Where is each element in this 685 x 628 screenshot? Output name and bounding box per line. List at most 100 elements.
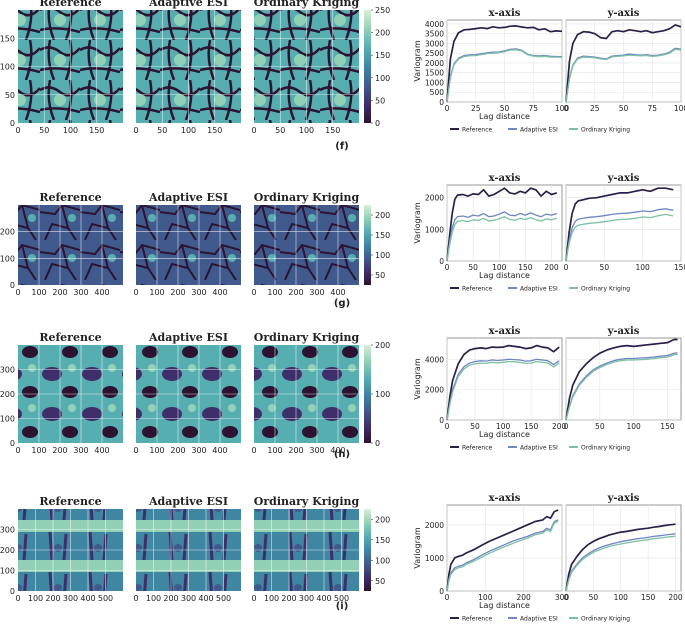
series-line-adaptive-esi bbox=[446, 519, 559, 592]
map-title: Ordinary Kriging bbox=[254, 191, 360, 204]
map-title: Reference bbox=[39, 191, 101, 204]
map-xtick-label: 0 bbox=[251, 594, 256, 603]
series-line-adaptive-esi bbox=[446, 358, 560, 421]
series-line-adaptive-esi bbox=[446, 211, 557, 262]
series-line-reference bbox=[446, 25, 563, 103]
chart-xtick-label: 0 bbox=[445, 263, 450, 272]
map-xtick-label: 0 bbox=[15, 288, 20, 297]
chart-xtick-label: 50 bbox=[595, 422, 605, 431]
map-title: Reference bbox=[39, 495, 101, 508]
chart-ytick-label: 4000 bbox=[425, 20, 444, 29]
colorbar-tick-label: 100 bbox=[375, 556, 390, 565]
chart-xtick-label: 50 bbox=[619, 104, 629, 113]
row-f: Reference 0 50 100 150 0 50 100 150 Adaptive ESI 0… bbox=[0, 0, 685, 152]
series-line-adaptive-esi bbox=[565, 208, 674, 262]
map-ytick-label: 0 bbox=[10, 587, 15, 596]
map-xtick-label: 100 bbox=[149, 288, 164, 297]
chart-frame bbox=[565, 184, 682, 262]
map-xtick-label: 100 bbox=[264, 594, 279, 603]
chart-xtick-label: 300 bbox=[555, 593, 570, 602]
chart-xtick-label: 75 bbox=[528, 104, 538, 113]
map-xtick-label: 0 bbox=[133, 288, 138, 297]
chart-xtick-label: 25 bbox=[590, 104, 600, 113]
chart-ytick-label: 2000 bbox=[425, 386, 444, 395]
colorbar-tick-label: 200 bbox=[375, 29, 390, 38]
chart-ytick-label: 0 bbox=[439, 98, 444, 107]
series-line-reference bbox=[446, 509, 559, 592]
map-xtick-label: 100 bbox=[181, 126, 196, 135]
map-image bbox=[254, 205, 359, 285]
map-xtick-label: 400 bbox=[94, 288, 109, 297]
series-line-reference bbox=[565, 523, 676, 592]
map-xtick-label: 200 bbox=[52, 288, 67, 297]
chart-xtick-label: 0 bbox=[445, 422, 450, 431]
map-title: Adaptive ESI bbox=[148, 495, 228, 508]
colorbar-tick-label: 0 bbox=[375, 439, 380, 448]
chart-xtick-label: 0 bbox=[564, 593, 569, 602]
chart-xtick-label: 50 bbox=[470, 422, 480, 431]
map-xtick-label: 0 bbox=[15, 594, 20, 603]
chart-panel-title: x-axis bbox=[489, 8, 521, 19]
map-xtick-label: 500 bbox=[216, 594, 231, 603]
colorbar-tick-label: 50 bbox=[375, 271, 385, 280]
series-line-reference bbox=[565, 187, 674, 262]
map-xtick-label: 300 bbox=[73, 446, 88, 455]
chart-xtick-label: 150 bbox=[641, 593, 656, 602]
chart-xtick-label: 50 bbox=[600, 263, 610, 272]
colorbar-tick-label: 100 bbox=[375, 74, 390, 83]
map-xtick-label: 0 bbox=[251, 288, 256, 297]
map-ytick-label: 300 bbox=[0, 526, 15, 535]
map-xtick-label: 200 bbox=[52, 446, 67, 455]
chart-ytick-label: 3000 bbox=[425, 39, 444, 48]
map-ytick-label: 300 bbox=[0, 366, 15, 375]
map-ytick-label: 100 bbox=[0, 254, 15, 263]
map-ytick-label: 200 bbox=[0, 546, 15, 555]
colorbar-tick-label: 150 bbox=[375, 231, 390, 240]
chart-xtick-label: 100 bbox=[478, 593, 493, 602]
map-xtick-label: 0 bbox=[15, 126, 20, 135]
map-xtick-label: 150 bbox=[89, 126, 104, 135]
map-xtick-label: 150 bbox=[207, 126, 222, 135]
map-xtick-label: 400 bbox=[94, 446, 109, 455]
map-title: Reference bbox=[39, 0, 101, 9]
map-xtick-label: 100 bbox=[28, 594, 43, 603]
chart-xtick-label: 150 bbox=[674, 263, 685, 272]
chart-xtick-label: 75 bbox=[647, 104, 657, 113]
map-title: Adaptive ESI bbox=[148, 0, 228, 9]
series-line-ordinary-kriging bbox=[446, 520, 559, 592]
map-ytick-label: 0 bbox=[10, 439, 15, 448]
colorbar-tick-label: 100 bbox=[375, 251, 390, 260]
map-xtick-label: 50 bbox=[157, 126, 167, 135]
chart-xtick-label: 100 bbox=[674, 104, 685, 113]
chart-xtick-label: 0 bbox=[445, 593, 450, 602]
legend-label: Reference bbox=[462, 286, 493, 293]
chart-xtick-label: 25 bbox=[471, 104, 481, 113]
chart-xtick-label: 200 bbox=[517, 593, 532, 602]
chart-xtick-label: 100 bbox=[496, 422, 511, 431]
map-title: Adaptive ESI bbox=[148, 191, 228, 204]
map-image bbox=[18, 205, 123, 285]
chart-panel-title: x-axis bbox=[489, 173, 521, 184]
chart-xtick-label: 50 bbox=[500, 104, 510, 113]
colorbar-tick-label: 200 bbox=[375, 515, 390, 524]
chart-ytick-label: 4000 bbox=[425, 355, 444, 364]
series-line-adaptive-esi bbox=[565, 47, 682, 103]
subfigure-label: (g) bbox=[334, 298, 350, 309]
map-ytick-label: 0 bbox=[10, 119, 15, 128]
map-xtick-label: 0 bbox=[133, 594, 138, 603]
map-ytick-label: 100 bbox=[0, 415, 15, 424]
colorbar-tick-label: 200 bbox=[375, 341, 390, 350]
legend-label: Ordinary Kriging bbox=[581, 127, 630, 134]
map-xtick-label: 100 bbox=[31, 288, 46, 297]
chart-xtick-label: 100 bbox=[626, 422, 641, 431]
series-line-adaptive-esi bbox=[565, 352, 678, 421]
map-xtick-label: 50 bbox=[275, 126, 285, 135]
chart-xtick-label: 150 bbox=[524, 422, 539, 431]
chart-xtick-label: 50 bbox=[468, 263, 478, 272]
map-xtick-label: 200 bbox=[170, 446, 185, 455]
chart-xlabel: Lag distance bbox=[479, 112, 530, 121]
map-xtick-label: 0 bbox=[133, 446, 138, 455]
series-line-ordinary-kriging bbox=[446, 216, 557, 262]
